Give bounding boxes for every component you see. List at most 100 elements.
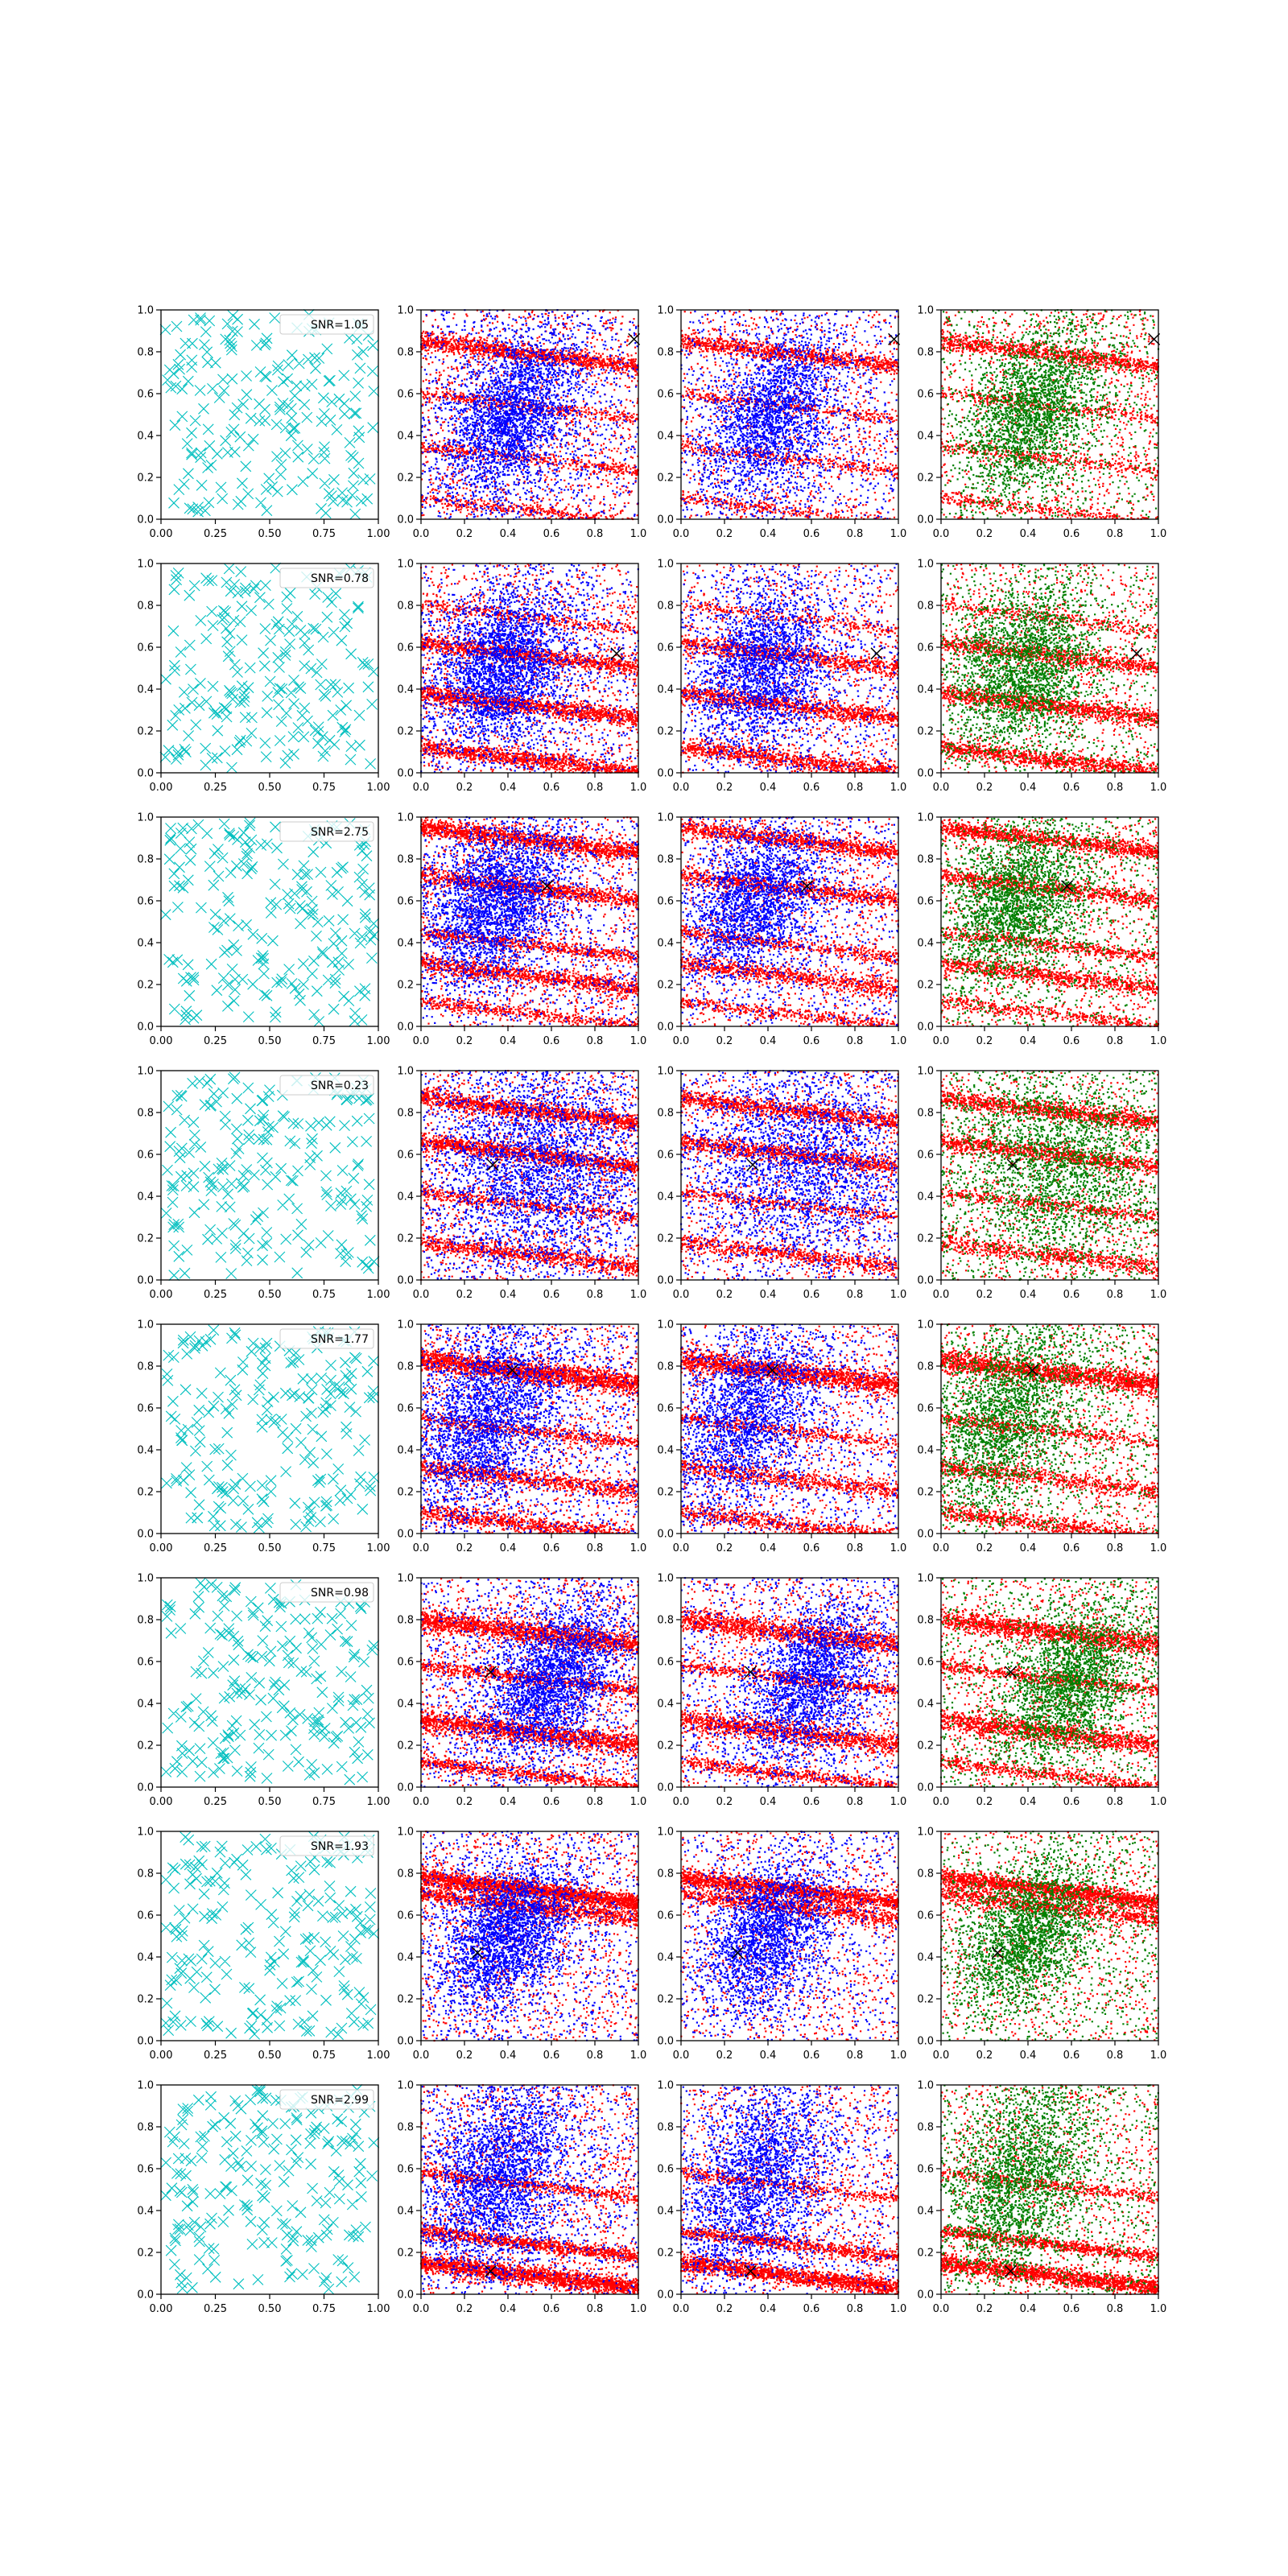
x-tick-label: 0.6 (1063, 1289, 1080, 1301)
y-tick-label: 0.8 (397, 1108, 414, 1120)
y-tick-label: 1.0 (397, 559, 414, 571)
panel-r7-c3-frame (680, 1831, 899, 2041)
x-tick-label: 0.2 (976, 1796, 993, 1808)
red-series (939, 1830, 1159, 2041)
panel-r1-c4: 0.0 0.2 0.4 0.6 0.8 1.0 0.0 0.2 0.4 0.6 0.8 1.0 (917, 305, 1166, 541)
y-tick-label: 0.2 (917, 1233, 934, 1245)
y-tick-label: 0.6 (397, 1150, 414, 1162)
x-tick-label: 0.6 (1063, 528, 1080, 540)
x-tick-label: 0.00 (150, 1289, 173, 1301)
x-tick-label: 0.0 (933, 782, 950, 794)
panel-r6-c3-axes: 0.0 0.2 0.4 0.6 0.8 1.0 0.0 0.2 0.4 0.6 0.8 1.0 (657, 1573, 906, 1809)
target-marker (1004, 2264, 1017, 2277)
y-tick-label: 0.8 (917, 854, 934, 866)
panel-r7-c4-axes: 0.0 0.2 0.4 0.6 0.8 1.0 0.0 0.2 0.4 0.6 0.8 1.0 (917, 1827, 1166, 2062)
green-series (940, 815, 1159, 1027)
x-tick-label: 1.0 (630, 1796, 647, 1808)
x-tick-label: 0.6 (1063, 2050, 1080, 2062)
legend-label: SNR=0.78 (311, 572, 369, 585)
y-tick-label: 1.0 (657, 1827, 674, 1839)
legend-label: SNR=2.75 (311, 826, 369, 839)
panel-r3-c1-axes: 0.00 0.25 0.50 0.75 1.00 0.0 0.2 0.4 0.6 0.8 1.0 (137, 812, 390, 1048)
blue-series-points (680, 1323, 899, 1534)
legend: SNR=1.77 (279, 1328, 374, 1349)
row-4: SNR=0.23 0.00 0.25 0.50 0.75 1.00 0.0 0.2 0.4 0.6… (137, 1066, 1166, 1302)
panel-r6-c3-frame (680, 1577, 899, 1788)
x-tick-label: 0.2 (456, 1035, 473, 1047)
panel-r7-c2-frame (420, 1831, 639, 2041)
panel-r5-c3-frame (680, 1323, 899, 1534)
green-series-points (940, 1070, 1159, 1281)
y-tick-label: 0.0 (397, 768, 414, 780)
y-tick-label: 0.8 (397, 601, 414, 613)
y-tick-label: 0.2 (917, 473, 934, 485)
y-tick-label: 0.2 (657, 1740, 674, 1752)
x-tick-label: 0.8 (847, 2050, 864, 2062)
y-tick-label: 0.0 (657, 1529, 674, 1541)
x-tick-label: 1.00 (367, 2303, 390, 2315)
cyan-marker-points (160, 1577, 380, 1785)
y-tick-label: 0.6 (657, 389, 674, 401)
y-tick-label: 0.6 (657, 2164, 674, 2176)
panel-r2-c1: SNR=0.78 0.00 0.25 0.50 0.75 1.00 0.0 0.2 0.4 0.6… (137, 559, 390, 795)
y-tick-label: 0.8 (137, 1361, 154, 1373)
x-tick-label: 1.0 (630, 782, 647, 794)
blue-series-points (420, 815, 639, 1027)
panel-r8-c2-axes: 0.0 0.2 0.4 0.6 0.8 1.0 0.0 0.2 0.4 0.6 0.8 1.0 (397, 2080, 646, 2316)
y-tick-label: 0.6 (917, 1910, 934, 1922)
panel-r4-c4-axes: 0.0 0.2 0.4 0.6 0.8 1.0 0.0 0.2 0.4 0.6 0.8 1.0 (917, 1066, 1166, 1302)
x-tick-label: 0.50 (258, 1035, 282, 1047)
y-tick-label: 0.0 (397, 1782, 414, 1794)
panel-r5-c3: 0.0 0.2 0.4 0.6 0.8 1.0 0.0 0.2 0.4 0.6 0.8 1.0 (657, 1319, 906, 1555)
green-series (940, 1831, 1159, 2041)
legend-frame (279, 1582, 374, 1603)
blue-series (680, 1830, 899, 2041)
x-tick-label: 0.8 (847, 528, 864, 540)
x-tick-label: 0.0 (673, 1542, 690, 1554)
x-tick-label: 0.2 (976, 1035, 993, 1047)
y-tick-label: 1.0 (137, 812, 154, 824)
y-tick-label: 0.0 (397, 2036, 414, 2048)
blue-series-points (680, 563, 899, 774)
y-tick-label: 0.2 (137, 473, 154, 485)
x-tick-label: 1.0 (1150, 2303, 1167, 2315)
blue-series (420, 815, 639, 1027)
panel-r3-c4-axes: 0.0 0.2 0.4 0.6 0.8 1.0 0.0 0.2 0.4 0.6 0.8 1.0 (917, 812, 1166, 1048)
panel-r8-c1-axes: 0.00 0.25 0.50 0.75 1.00 0.0 0.2 0.4 0.6 0.8 1.0 (137, 2080, 390, 2316)
red-series-points (679, 563, 899, 774)
panel-r6-c2-axes: 0.0 0.2 0.4 0.6 0.8 1.0 0.0 0.2 0.4 0.6 0.8 1.0 (397, 1573, 646, 1809)
panel-r1-c3-frame (680, 309, 899, 520)
panel-r2-c4-axes: 0.0 0.2 0.4 0.6 0.8 1.0 0.0 0.2 0.4 0.6 0.8 1.0 (917, 559, 1166, 795)
x-tick-label: 0.2 (456, 1289, 473, 1301)
x-tick-label: 0.4 (500, 2050, 517, 2062)
x-tick-label: 1.0 (630, 1035, 647, 1047)
y-tick-label: 1.0 (397, 2080, 414, 2092)
y-tick-label: 0.0 (917, 1022, 934, 1034)
y-tick-label: 1.0 (917, 2080, 934, 2092)
x-tick-label: 0.75 (312, 782, 336, 794)
red-series (419, 2084, 639, 2295)
target-marker (471, 1946, 484, 1959)
x-tick-label: 0.6 (1063, 782, 1080, 794)
blue-series-points (679, 2084, 899, 2295)
panel-r6-c3: 0.0 0.2 0.4 0.6 0.8 1.0 0.0 0.2 0.4 0.6 0.8 1.0 (657, 1573, 906, 1809)
x-tick-label: 1.00 (367, 782, 390, 794)
x-tick-label: 0.0 (673, 1796, 690, 1808)
blue-series (420, 1069, 640, 1281)
y-tick-label: 0.6 (137, 1657, 154, 1669)
target-marker (628, 332, 641, 345)
x-tick-label: 0.75 (312, 528, 336, 540)
x-tick-label: 0.6 (803, 1796, 820, 1808)
x-tick-label: 0.2 (716, 2303, 733, 2315)
y-tick-label: 0.0 (657, 514, 674, 526)
y-tick-label: 0.4 (657, 1191, 674, 1203)
y-tick-label: 0.0 (657, 768, 674, 780)
y-tick-label: 1.0 (917, 1573, 934, 1585)
y-tick-label: 0.4 (397, 1445, 414, 1457)
x-tick-label: 0.0 (933, 528, 950, 540)
x-tick-label: 0.6 (1063, 1035, 1080, 1047)
y-tick-label: 0.8 (657, 1361, 674, 1373)
x-tick-label: 0.4 (500, 1289, 517, 1301)
target-marker (744, 2264, 757, 2277)
